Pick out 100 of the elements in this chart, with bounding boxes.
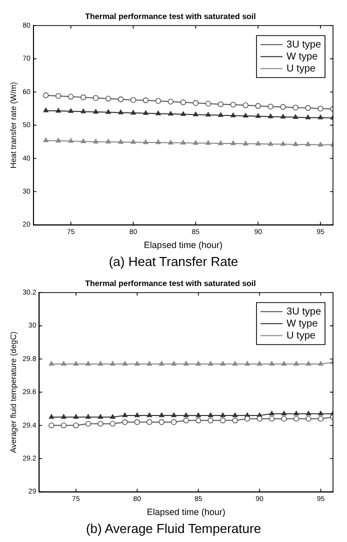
point <box>306 410 312 416</box>
point <box>256 361 262 366</box>
point <box>208 361 214 366</box>
point <box>268 416 275 422</box>
point <box>218 112 224 117</box>
point <box>269 410 274 416</box>
point <box>281 410 287 416</box>
point <box>156 140 161 144</box>
legend-label: U type <box>286 330 316 342</box>
point <box>143 140 148 144</box>
point <box>92 95 99 101</box>
y-axis-title: Averager fluid temperature (degC) <box>9 331 18 453</box>
point <box>243 113 248 118</box>
point <box>98 420 104 427</box>
point <box>244 361 250 366</box>
point <box>159 361 164 366</box>
point <box>146 361 152 366</box>
point <box>281 416 287 422</box>
point <box>143 110 148 115</box>
point <box>171 412 176 418</box>
point <box>318 142 324 146</box>
point <box>85 420 92 427</box>
legend-label: W type <box>286 51 318 62</box>
point <box>243 140 248 146</box>
point <box>293 416 300 422</box>
point <box>98 361 103 366</box>
point <box>269 361 274 366</box>
point <box>206 140 211 145</box>
point <box>208 412 214 418</box>
legend-label: W type <box>286 318 318 330</box>
point <box>43 138 48 142</box>
point <box>280 114 286 119</box>
point <box>158 419 165 425</box>
point <box>294 410 299 416</box>
point <box>73 422 79 428</box>
text: (a) Heat Transfer Rate <box>108 254 240 269</box>
point <box>305 114 311 120</box>
point <box>55 93 62 99</box>
point <box>122 419 128 425</box>
point <box>110 361 116 366</box>
point <box>134 412 140 418</box>
point <box>232 361 238 366</box>
point <box>105 96 112 102</box>
point <box>110 414 116 419</box>
legend-label: 3U type <box>286 39 322 50</box>
point <box>134 361 140 366</box>
point <box>281 361 287 366</box>
point <box>171 361 176 366</box>
point <box>292 142 298 146</box>
point <box>184 361 189 366</box>
point <box>280 104 286 110</box>
point <box>294 361 299 366</box>
point <box>184 412 189 418</box>
point <box>156 110 161 116</box>
x-axis-title: Elapsed time (hour) <box>146 507 226 518</box>
point <box>106 109 111 114</box>
chart-title: Thermal performance test with saturated soil <box>85 279 256 288</box>
point <box>242 102 249 108</box>
point <box>48 414 54 419</box>
point <box>86 414 91 419</box>
point <box>134 419 140 425</box>
point <box>61 414 66 419</box>
point <box>256 416 262 422</box>
point <box>232 418 238 424</box>
point <box>180 111 186 116</box>
point <box>268 114 274 118</box>
point <box>180 99 186 106</box>
point <box>146 419 152 425</box>
point <box>196 412 201 418</box>
point <box>220 412 226 418</box>
point <box>106 138 111 144</box>
point <box>48 361 54 366</box>
y-axis-title: Heat transfer rate (W/m) <box>9 82 18 168</box>
legend-label: U type <box>286 63 316 74</box>
point <box>118 139 124 144</box>
point <box>230 102 236 108</box>
point <box>220 361 226 366</box>
point <box>305 105 311 111</box>
point <box>56 108 61 113</box>
point <box>318 416 324 422</box>
point <box>80 138 86 144</box>
point <box>159 412 164 418</box>
point <box>280 141 286 146</box>
point <box>220 418 226 424</box>
point <box>48 422 54 428</box>
point <box>256 113 261 118</box>
point <box>93 109 98 114</box>
chart-title: Thermal performance test with saturated soil <box>85 12 256 22</box>
point <box>155 98 162 104</box>
point <box>122 412 128 418</box>
point <box>195 418 202 424</box>
point <box>306 361 312 366</box>
point <box>318 106 324 112</box>
point <box>68 108 74 113</box>
point <box>68 94 74 100</box>
point <box>146 412 152 418</box>
point <box>118 110 124 114</box>
point <box>268 141 274 146</box>
point <box>122 361 128 366</box>
point <box>244 416 250 422</box>
